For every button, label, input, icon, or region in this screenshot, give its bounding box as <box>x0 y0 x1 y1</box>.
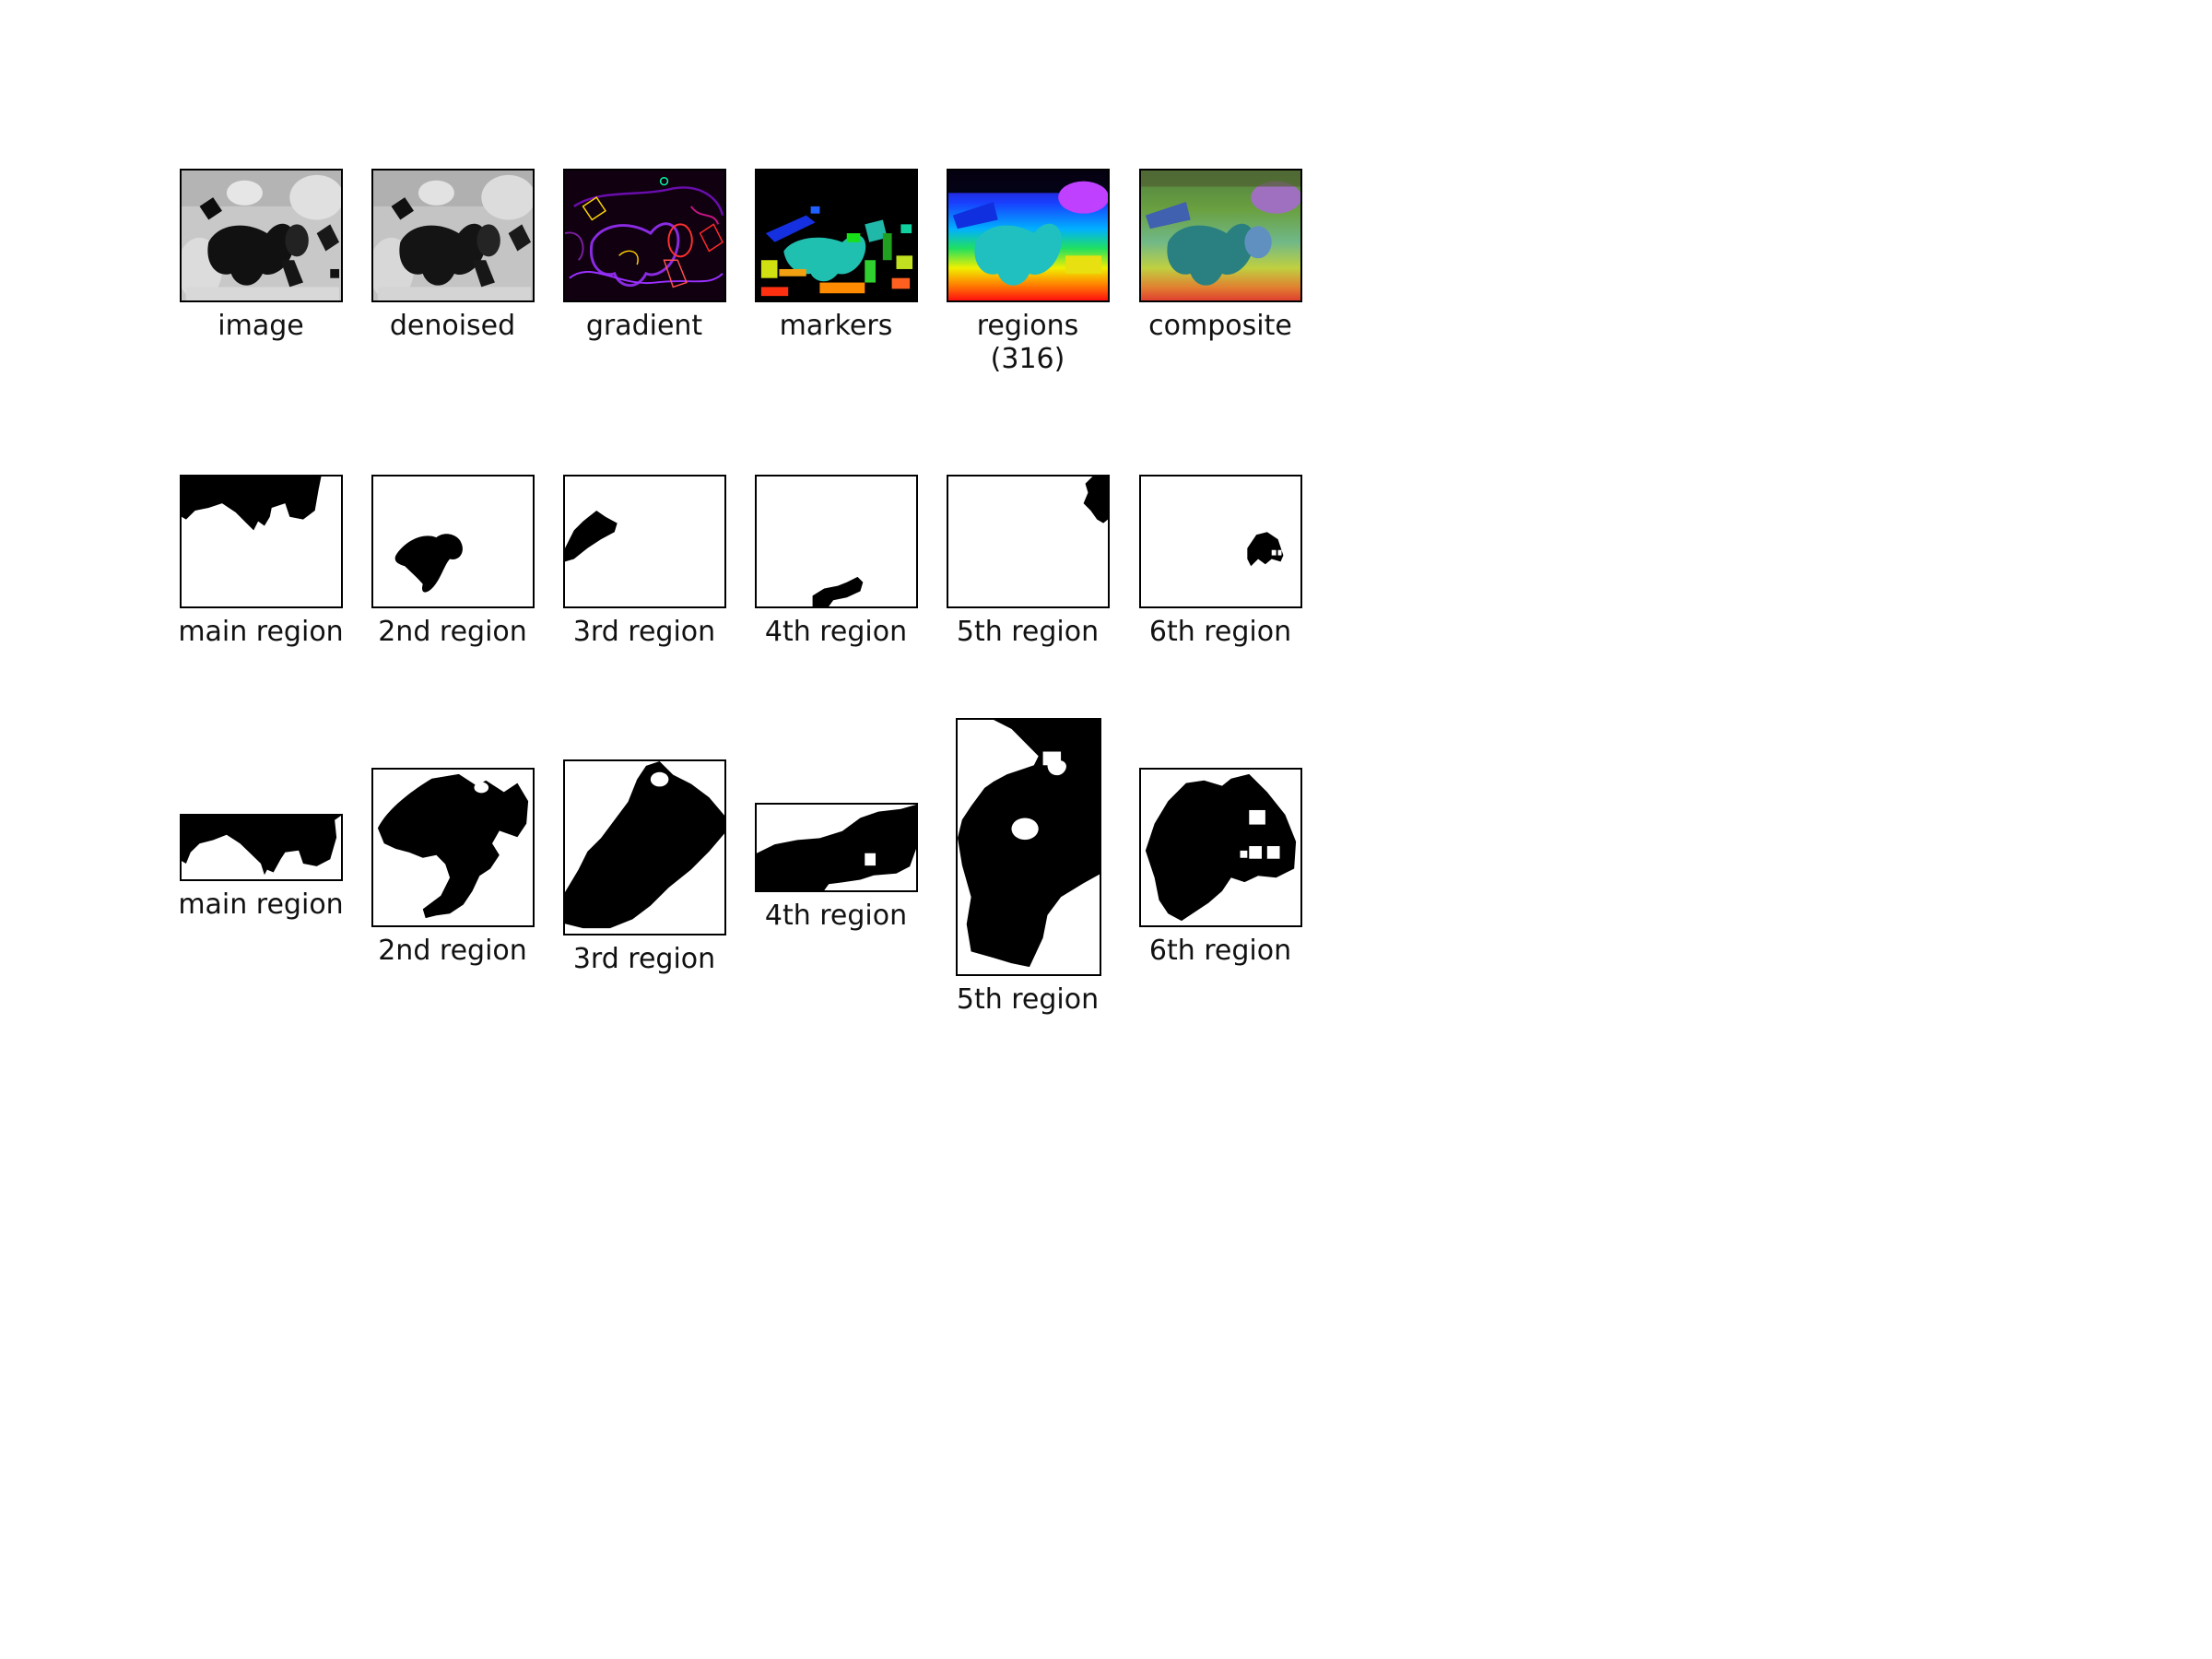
row3-caption-3rd-region: 3rd region <box>572 943 716 975</box>
fourth-region-crop-mask <box>757 805 916 890</box>
fifth-region-crop-mask <box>958 720 1100 968</box>
denoised-image <box>373 171 533 300</box>
regions-image <box>948 171 1108 300</box>
regions-panel <box>947 169 1110 302</box>
main-region-panel <box>180 475 343 608</box>
main-region-crop-mask <box>182 816 341 876</box>
denoised-caption: denoised <box>389 310 516 342</box>
sixth-region-crop-mask <box>1145 773 1297 922</box>
row2-caption-2nd-region: 2nd region <box>378 616 527 648</box>
second-region-crop-panel <box>371 768 535 927</box>
fifth-region-mask <box>1083 477 1108 524</box>
main-region-mask <box>182 477 322 531</box>
composite-image <box>1141 171 1300 300</box>
row2-caption-5th-region: 5th region <box>956 616 1100 648</box>
row3-caption-5th-region: 5th region <box>956 983 1100 1016</box>
third-region-crop-panel <box>563 759 726 935</box>
fourth-region-mask <box>812 576 864 606</box>
sixth-region-crop-panel <box>1139 768 1302 927</box>
third-region-panel <box>563 475 726 608</box>
second-region-crop-mask <box>377 773 529 919</box>
composite-caption: composite <box>1148 310 1292 342</box>
image-caption: image <box>218 310 304 342</box>
row3-caption-main-region: main region <box>178 888 344 921</box>
denoised-panel <box>371 169 535 302</box>
row3-caption-6th-region: 6th region <box>1148 935 1292 967</box>
gradient-caption: gradient <box>585 310 703 342</box>
fourth-region-panel <box>755 475 918 608</box>
fifth-region-crop-panel <box>956 718 1101 976</box>
sixth-region-panel <box>1139 475 1302 608</box>
grayscale-image <box>182 171 341 300</box>
row2-caption-main-region: main region <box>178 616 344 648</box>
row2-caption-3rd-region: 3rd region <box>572 616 716 648</box>
markers-panel <box>755 169 918 302</box>
row2-caption-6th-region: 6th region <box>1148 616 1292 648</box>
main-region-crop-panel <box>180 814 343 881</box>
markers-caption: markers <box>779 310 893 342</box>
regions-caption: regions (316) <box>976 310 1079 375</box>
image-panel <box>180 169 343 302</box>
fifth-region-panel <box>947 475 1110 608</box>
markers-image <box>757 171 916 300</box>
composite-panel <box>1139 169 1302 302</box>
fourth-region-crop-panel <box>755 803 918 892</box>
third-region-mask <box>565 510 618 562</box>
row3-caption-4th-region: 4th region <box>764 900 908 932</box>
gradient-image <box>565 171 724 300</box>
sixth-region-mask <box>1247 532 1284 567</box>
row2-caption-4th-region: 4th region <box>764 616 908 648</box>
second-region-panel <box>371 475 535 608</box>
gradient-panel <box>563 169 726 302</box>
row3-caption-2nd-region: 2nd region <box>378 935 527 967</box>
second-region-mask <box>394 534 463 593</box>
third-region-crop-mask <box>565 761 724 929</box>
